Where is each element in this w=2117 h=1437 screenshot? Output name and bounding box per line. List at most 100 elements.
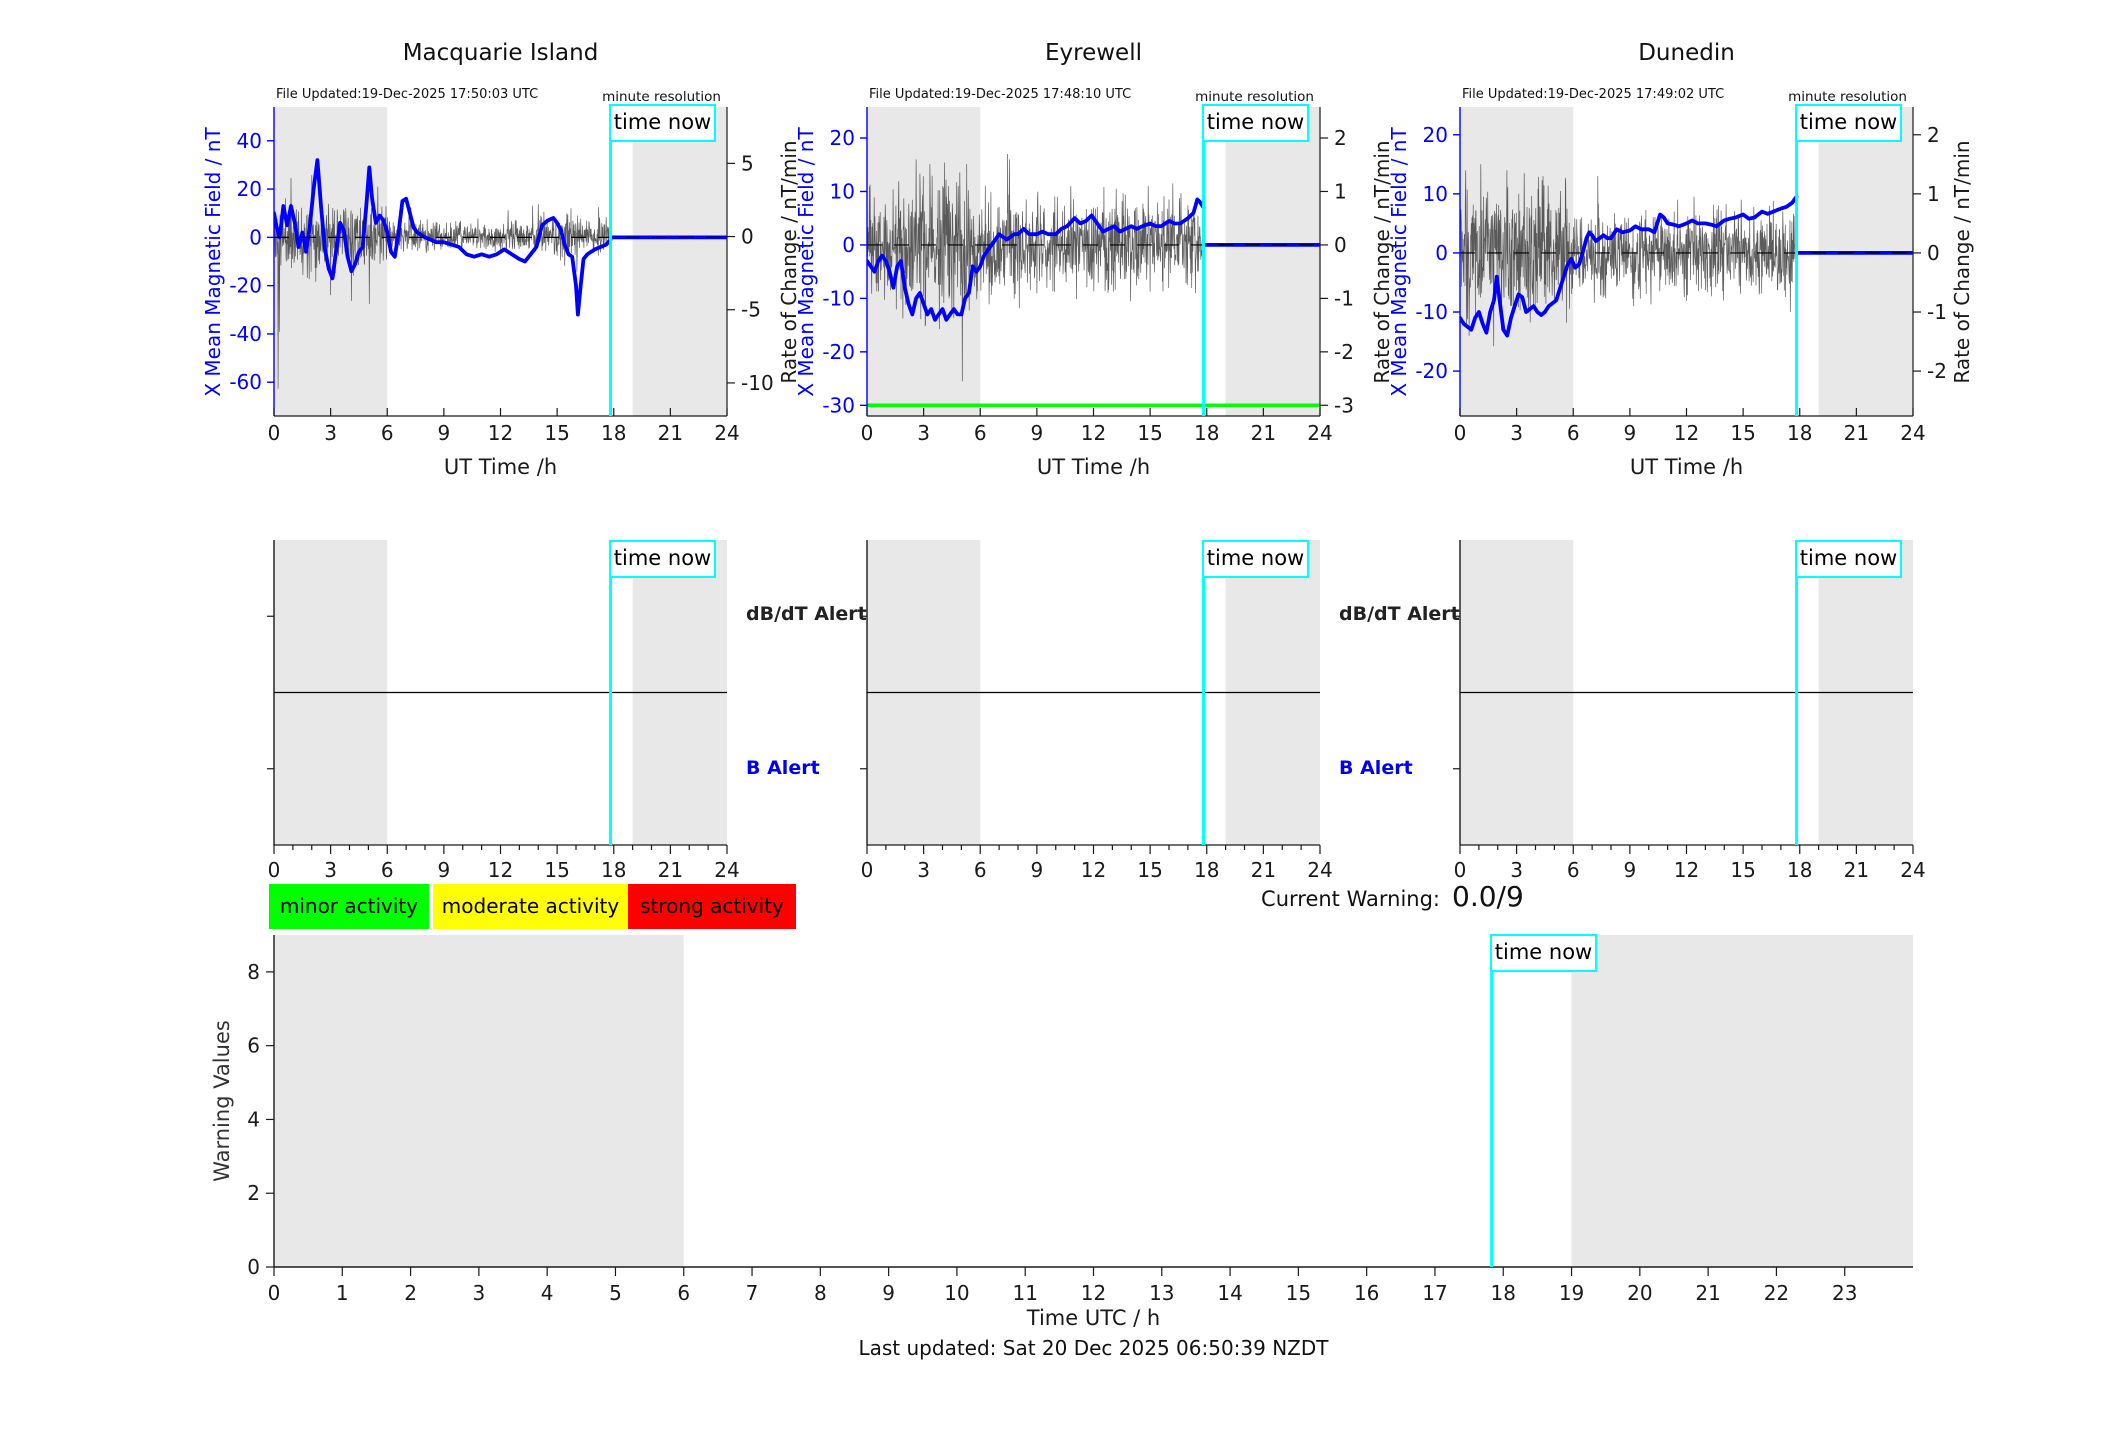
time-now-box: time now bbox=[1202, 104, 1309, 142]
ylabel-rate-dunedin: Rate of Change / nT/min bbox=[1950, 140, 1974, 384]
xtick-label: 21 bbox=[658, 858, 683, 882]
xtick-label: 6 bbox=[1567, 858, 1580, 882]
ytick-label-right: 5 bbox=[741, 151, 754, 175]
file-updated-eyrewell: File Updated:19-Dec-2025 17:48:10 UTC bbox=[869, 87, 1132, 102]
file-updated-dunedin: File Updated:19-Dec-2025 17:49:02 UTC bbox=[1462, 87, 1725, 102]
shaded-band bbox=[1225, 107, 1320, 416]
ytick-label-left: 10 bbox=[830, 179, 855, 203]
shaded-band bbox=[274, 935, 684, 1267]
xtick-label: 15 bbox=[544, 421, 569, 445]
ytick-label-right: -2 bbox=[1927, 359, 1947, 383]
xtick-label: 23 bbox=[1832, 1281, 1857, 1305]
xtick-label: 7 bbox=[746, 1281, 759, 1305]
ytick-label-right: 0 bbox=[1927, 241, 1940, 265]
xtick-label: 21 bbox=[1251, 421, 1276, 445]
ytick-label: 0 bbox=[247, 1255, 260, 1279]
dbdt-alert-label: dB/dT Alert bbox=[746, 603, 867, 625]
station-title-dunedin: Dunedin bbox=[1638, 40, 1735, 66]
xtick-label: 9 bbox=[1031, 858, 1044, 882]
ytick-label-right: 1 bbox=[1927, 182, 1940, 206]
current-warning-value: 0.0/9 bbox=[1452, 880, 1524, 913]
xtick-label: 2 bbox=[404, 1281, 417, 1305]
xtick-label: 22 bbox=[1764, 1281, 1789, 1305]
ytick-label-left: -20 bbox=[229, 274, 262, 298]
xtick-label: 21 bbox=[1844, 858, 1869, 882]
xtick-label: 3 bbox=[324, 421, 337, 445]
time-now-box: time now bbox=[609, 104, 716, 142]
xtick-label: 8 bbox=[814, 1281, 827, 1305]
xtick-label: 15 bbox=[1286, 1281, 1311, 1305]
ytick-label-left: -20 bbox=[1415, 359, 1448, 383]
xtick-label: 3 bbox=[324, 858, 337, 882]
xlabel-time-utc: Time UTC / h bbox=[1026, 1306, 1161, 1330]
xtick-label: 14 bbox=[1217, 1281, 1242, 1305]
ytick-label-left: -10 bbox=[822, 286, 855, 310]
xtick-label: 6 bbox=[677, 1281, 690, 1305]
ytick-label: 8 bbox=[247, 960, 260, 984]
current-warning-label: Current Warning: bbox=[1261, 887, 1440, 911]
shaded-band bbox=[632, 107, 727, 416]
xtick-label: 24 bbox=[1307, 421, 1332, 445]
xtick-label: 6 bbox=[381, 858, 394, 882]
xtick-label: 6 bbox=[974, 421, 987, 445]
time-now-box: time now bbox=[609, 540, 716, 578]
shaded-band bbox=[1818, 107, 1913, 416]
xtick-label: 16 bbox=[1354, 1281, 1379, 1305]
xtick-label: 19 bbox=[1559, 1281, 1584, 1305]
ytick-label-left: -10 bbox=[1415, 300, 1448, 324]
xtick-label: 12 bbox=[1081, 421, 1106, 445]
ytick-label-left: 0 bbox=[249, 225, 262, 249]
rate-of-change-trace bbox=[867, 153, 1204, 382]
xtick-label: 5 bbox=[609, 1281, 622, 1305]
ytick-label-left: 0 bbox=[1435, 241, 1448, 265]
x-field-trace bbox=[867, 197, 1206, 322]
last-updated-text: Last updated: Sat 20 Dec 2025 06:50:39 N… bbox=[858, 1336, 1329, 1360]
xtick-label: 24 bbox=[714, 421, 739, 445]
legend-minor-activity: minor activity bbox=[269, 884, 429, 929]
xtick-label: 10 bbox=[944, 1281, 969, 1305]
shaded-band bbox=[1571, 935, 1913, 1267]
xlabel-ut-time: UT Time /h bbox=[443, 455, 558, 479]
ytick-label-right: -1 bbox=[1334, 286, 1354, 310]
xtick-label: 3 bbox=[917, 858, 930, 882]
alert-plot-2: 0 3 6 9 12 15 18 21 24 bbox=[1453, 540, 1926, 882]
ytick-label-left: 20 bbox=[237, 177, 262, 201]
legend-strong-activity: strong activity bbox=[628, 884, 796, 929]
magnetometer-plot-0: 40 20 0 -20 -40 -60 5 0 -5 -10 0 3 6 9 12 15 18 21 24 bbox=[229, 107, 774, 445]
xtick-label: 6 bbox=[1567, 421, 1580, 445]
xtick-label: 21 bbox=[1251, 858, 1276, 882]
xtick-label: 0 bbox=[1454, 421, 1467, 445]
xtick-label: 18 bbox=[1787, 858, 1812, 882]
xtick-label: 21 bbox=[658, 421, 683, 445]
dbdt-alert-label: dB/dT Alert bbox=[1339, 603, 1460, 625]
xtick-label: 3 bbox=[917, 421, 930, 445]
xtick-label: 24 bbox=[1900, 421, 1925, 445]
ylabel-xfield-eyrewell: X Mean Magnetic Field / nT bbox=[794, 127, 818, 397]
ytick-label: 6 bbox=[247, 1034, 260, 1058]
time-now-box: time now bbox=[1490, 934, 1597, 972]
ytick-label-left: 20 bbox=[1423, 123, 1448, 147]
ytick-label-right: 2 bbox=[1334, 126, 1347, 150]
ytick-label-right: 0 bbox=[1334, 233, 1347, 257]
xtick-label: 3 bbox=[473, 1281, 486, 1305]
ytick-label-right: 0 bbox=[741, 225, 754, 249]
xtick-label: 9 bbox=[882, 1281, 895, 1305]
ylabel-xfield-dunedin: X Mean Magnetic Field / nT bbox=[1387, 127, 1411, 397]
ytick-label-right: -1 bbox=[1927, 300, 1947, 324]
xtick-label: 12 bbox=[1674, 421, 1699, 445]
minute-resolution-label: minute resolution bbox=[602, 89, 721, 105]
xtick-label: 0 bbox=[268, 421, 281, 445]
alert-plot-0: 0 3 6 9 12 15 18 21 24 bbox=[267, 540, 740, 882]
xtick-label: 9 bbox=[438, 858, 451, 882]
ytick-label-left: 20 bbox=[830, 126, 855, 150]
xlabel-ut-time: UT Time /h bbox=[1629, 455, 1744, 479]
xtick-label: 18 bbox=[1194, 858, 1219, 882]
ytick-label-left: -30 bbox=[822, 393, 855, 417]
xtick-label: 12 bbox=[1674, 858, 1699, 882]
xtick-label: 15 bbox=[1730, 421, 1755, 445]
ytick-label: 4 bbox=[247, 1107, 260, 1131]
xtick-label: 20 bbox=[1627, 1281, 1652, 1305]
